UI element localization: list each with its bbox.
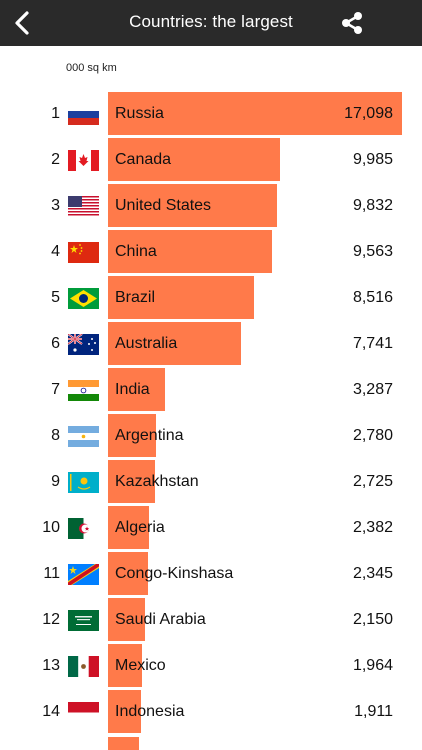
area-value: 2,345 (352, 565, 393, 582)
flag-icon (68, 702, 99, 723)
area-value: 9,985 (352, 151, 393, 168)
country-row[interactable]: 1 Russia 17,098 (0, 92, 422, 138)
flag-icon (68, 656, 99, 677)
country-row[interactable]: 7 India 3,287 (0, 368, 422, 414)
country-name: Russia (115, 105, 164, 122)
country-row[interactable]: 5 Brazil 8,516 (0, 276, 422, 322)
area-bar (108, 368, 165, 411)
area-value: 3,287 (352, 381, 393, 398)
flag-icon (68, 334, 99, 355)
rank-number: 8 (51, 427, 60, 444)
area-bar (108, 276, 254, 319)
area-bar (108, 92, 402, 135)
top-bar: Countries: the largest (0, 0, 422, 46)
area-bar (108, 230, 272, 273)
area-value: 2,725 (352, 473, 393, 490)
country-row[interactable]: 6 Australia 7,741 (0, 322, 422, 368)
flag-icon (68, 196, 99, 217)
country-row[interactable]: 14 Indonesia 1,911 (0, 690, 422, 736)
area-value: 1,911 (354, 703, 393, 720)
back-button[interactable] (8, 8, 38, 38)
area-value: 9,832 (352, 197, 393, 214)
area-value: 2,150 (352, 611, 393, 628)
rank-number: 5 (51, 289, 60, 306)
flag-icon (68, 104, 99, 125)
area-bar (108, 690, 141, 733)
rank-number: 11 (43, 565, 60, 582)
area-value: 8,516 (352, 289, 393, 306)
rank-number: 14 (42, 703, 60, 720)
area-bar (108, 552, 148, 595)
share-icon (342, 12, 362, 34)
country-name: Canada (115, 151, 172, 168)
flag-icon (68, 380, 99, 401)
country-name: United States (115, 197, 212, 214)
flag-icon (68, 564, 99, 585)
area-value: 17,098 (344, 105, 393, 122)
flag-icon (68, 150, 99, 171)
rank-number: 1 (51, 105, 60, 122)
rank-number: 13 (42, 657, 60, 674)
country-name: Indonesia (115, 703, 185, 720)
country-name: Argentina (115, 427, 184, 444)
area-value: 1,964 (352, 657, 393, 674)
rank-number: 10 (42, 519, 60, 536)
unit-label: 000 sq km (66, 62, 117, 74)
country-row[interactable]: 3 United States 9,832 (0, 184, 422, 230)
rank-number: 2 (51, 151, 60, 168)
country-row[interactable]: 11 Congo-Kinshasa 2,345 (0, 552, 422, 598)
area-bar (108, 644, 142, 687)
area-value: 2,382 (352, 519, 393, 536)
page-title: Countries: the largest (129, 12, 293, 31)
area-bar (108, 506, 149, 549)
rank-number: 7 (51, 381, 60, 398)
country-name: Kazakhstan (115, 473, 199, 490)
area-value: 9,563 (352, 243, 393, 260)
country-name: Algeria (115, 519, 165, 536)
area-bar (108, 598, 145, 641)
country-name: China (115, 243, 157, 260)
rank-number: 3 (51, 197, 60, 214)
area-value: 7,741 (352, 335, 393, 352)
country-row[interactable]: 10 Algeria 2,382 (0, 506, 422, 552)
country-row[interactable]: 13 Mexico 1,964 (0, 644, 422, 690)
flag-icon (68, 472, 99, 493)
flag-icon (68, 518, 99, 539)
country-name: Mexico (115, 657, 166, 674)
area-bar (108, 414, 156, 457)
area-bar (108, 460, 155, 503)
rank-number: 9 (51, 473, 60, 490)
area-bar (108, 184, 277, 227)
country-name: Australia (115, 335, 178, 352)
flag-icon (68, 426, 99, 447)
country-name: India (115, 381, 150, 398)
country-row[interactable]: 9 Kazakhstan 2,725 (0, 460, 422, 506)
area-bar (108, 322, 241, 365)
next-row-bar (108, 737, 139, 750)
country-name: Brazil (115, 289, 156, 306)
chevron-left-icon (15, 11, 29, 35)
country-row[interactable]: 4 China 9,563 (0, 230, 422, 276)
rank-number: 12 (42, 611, 60, 628)
country-row[interactable]: 12 Saudi Arabia 2,150 (0, 598, 422, 644)
area-value: 2,780 (352, 427, 393, 444)
flag-icon (68, 288, 99, 309)
country-name: Congo-Kinshasa (115, 565, 234, 582)
area-bar (108, 138, 280, 181)
country-list: 1 Russia 17,098 2 Canada 9,985 3 United States 9… (0, 92, 422, 736)
rank-number: 4 (51, 243, 60, 260)
rank-number: 6 (51, 335, 60, 352)
country-row[interactable]: 8 Argentina 2,780 (0, 414, 422, 460)
share-button[interactable] (338, 9, 366, 37)
flag-icon (68, 242, 99, 263)
country-name: Saudi Arabia (115, 611, 206, 628)
flag-icon (68, 610, 99, 631)
country-row[interactable]: 2 Canada 9,985 (0, 138, 422, 184)
